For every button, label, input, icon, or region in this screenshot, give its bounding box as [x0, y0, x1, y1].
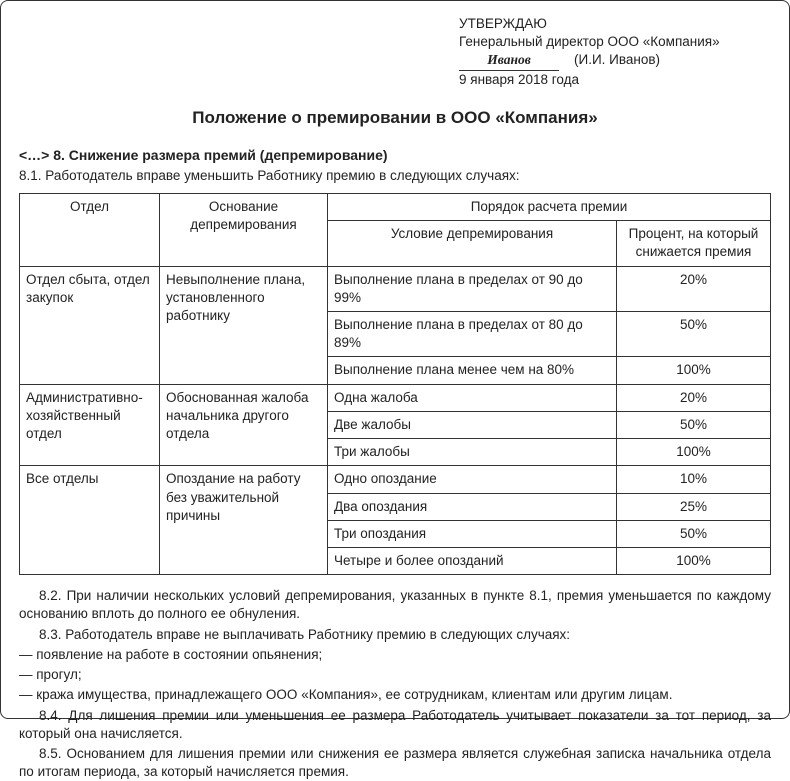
cell-condition: Две жалобы [328, 411, 617, 438]
th-reason: Основание депремирования [160, 193, 328, 266]
cell-condition: Выполнение плана в пределах от 80 до 89% [328, 312, 617, 357]
cell-condition: Одна жалоба [328, 384, 617, 411]
clause-8-3: 8.3. Работодатель вправе не выплачивать … [19, 626, 771, 644]
cell-percent: 50% [616, 411, 770, 438]
cell-percent: 50% [616, 312, 770, 357]
clause-8-4: 8.4. Для лишения премии или уменьшения е… [19, 707, 771, 743]
cell-condition: Выполнение плана менее чем на 80% [328, 357, 617, 384]
table-row: Все отделы Опоздание на работу без уважи… [20, 466, 771, 493]
th-condition: Условие депремирования [328, 221, 617, 266]
body-text: 8.2. При наличии нескольких условий депр… [19, 587, 771, 781]
cell-dept: Все отделы [20, 466, 160, 575]
cell-condition: Три опоздания [328, 520, 617, 547]
table-body: Отдел сбыта, отдел закупок Невыполнение … [20, 266, 771, 575]
approval-name: (И.И. Иванов) [574, 52, 660, 67]
cell-condition: Четыре и более опозданий [328, 547, 617, 574]
bullet-item: — прогул; [19, 666, 771, 684]
cell-percent: 20% [616, 384, 770, 411]
table-head-row-1: Отдел Основание депремирования Порядок р… [20, 193, 771, 220]
approval-label: УТВЕРЖДАЮ [459, 15, 771, 33]
approval-block: УТВЕРЖДАЮ Генеральный директор ООО «Комп… [459, 15, 771, 89]
cell-condition: Два опоздания [328, 493, 617, 520]
th-dept: Отдел [20, 193, 160, 266]
cell-percent: 25% [616, 493, 770, 520]
section-heading: <…> 8. Снижение размера премий (депремир… [19, 146, 771, 165]
cell-condition: Одно опоздание [328, 466, 617, 493]
th-calc-group: Порядок расчета премии [328, 193, 771, 220]
cell-reason: Обоснованная жалоба начальника другого о… [160, 384, 328, 466]
approval-signature-row: Иванов (И.И. Иванов) [459, 51, 771, 70]
cell-percent: 100% [616, 547, 770, 574]
bullet-item: — кража имущества, принадлежащего ООО «К… [19, 686, 771, 704]
cell-percent: 50% [616, 520, 770, 547]
clause-8-5: 8.5. Основанием для лишения премии или с… [19, 745, 771, 781]
cell-dept: Административно-хозяйственный отдел [20, 384, 160, 466]
bullet-item: — появление на работе в состоянии опьяне… [19, 646, 771, 664]
document-title: Положение о премировании в ООО «Компания… [19, 107, 771, 130]
table-row: Административно-хозяйственный отдел Обос… [20, 384, 771, 411]
cell-reason: Невыполнение плана, установленного работ… [160, 266, 328, 384]
cell-reason: Опоздание на работу без уважительной при… [160, 466, 328, 575]
th-percent: Процент, на который снижается премия [616, 221, 770, 266]
cell-percent: 10% [616, 466, 770, 493]
cell-condition: Выполнение плана в пределах от 90 до 99% [328, 266, 617, 311]
premium-table: Отдел Основание депремирования Порядок р… [19, 193, 771, 575]
document-page: УТВЕРЖДАЮ Генеральный директор ООО «Комп… [0, 0, 790, 719]
cell-percent: 100% [616, 439, 770, 466]
table-row: Отдел сбыта, отдел закупок Невыполнение … [20, 266, 771, 311]
clause-8-2: 8.2. При наличии нескольких условий депр… [19, 587, 771, 623]
approval-position: Генеральный директор ООО «Компания» [459, 33, 771, 51]
approval-signature: Иванов [459, 51, 559, 70]
cell-percent: 20% [616, 266, 770, 311]
approval-date: 9 января 2018 года [459, 71, 771, 89]
cell-percent: 100% [616, 357, 770, 384]
cell-condition: Три жалобы [328, 439, 617, 466]
cell-dept: Отдел сбыта, отдел закупок [20, 266, 160, 384]
clause-8-1: 8.1. Работодатель вправе уменьшить Работ… [19, 167, 771, 185]
